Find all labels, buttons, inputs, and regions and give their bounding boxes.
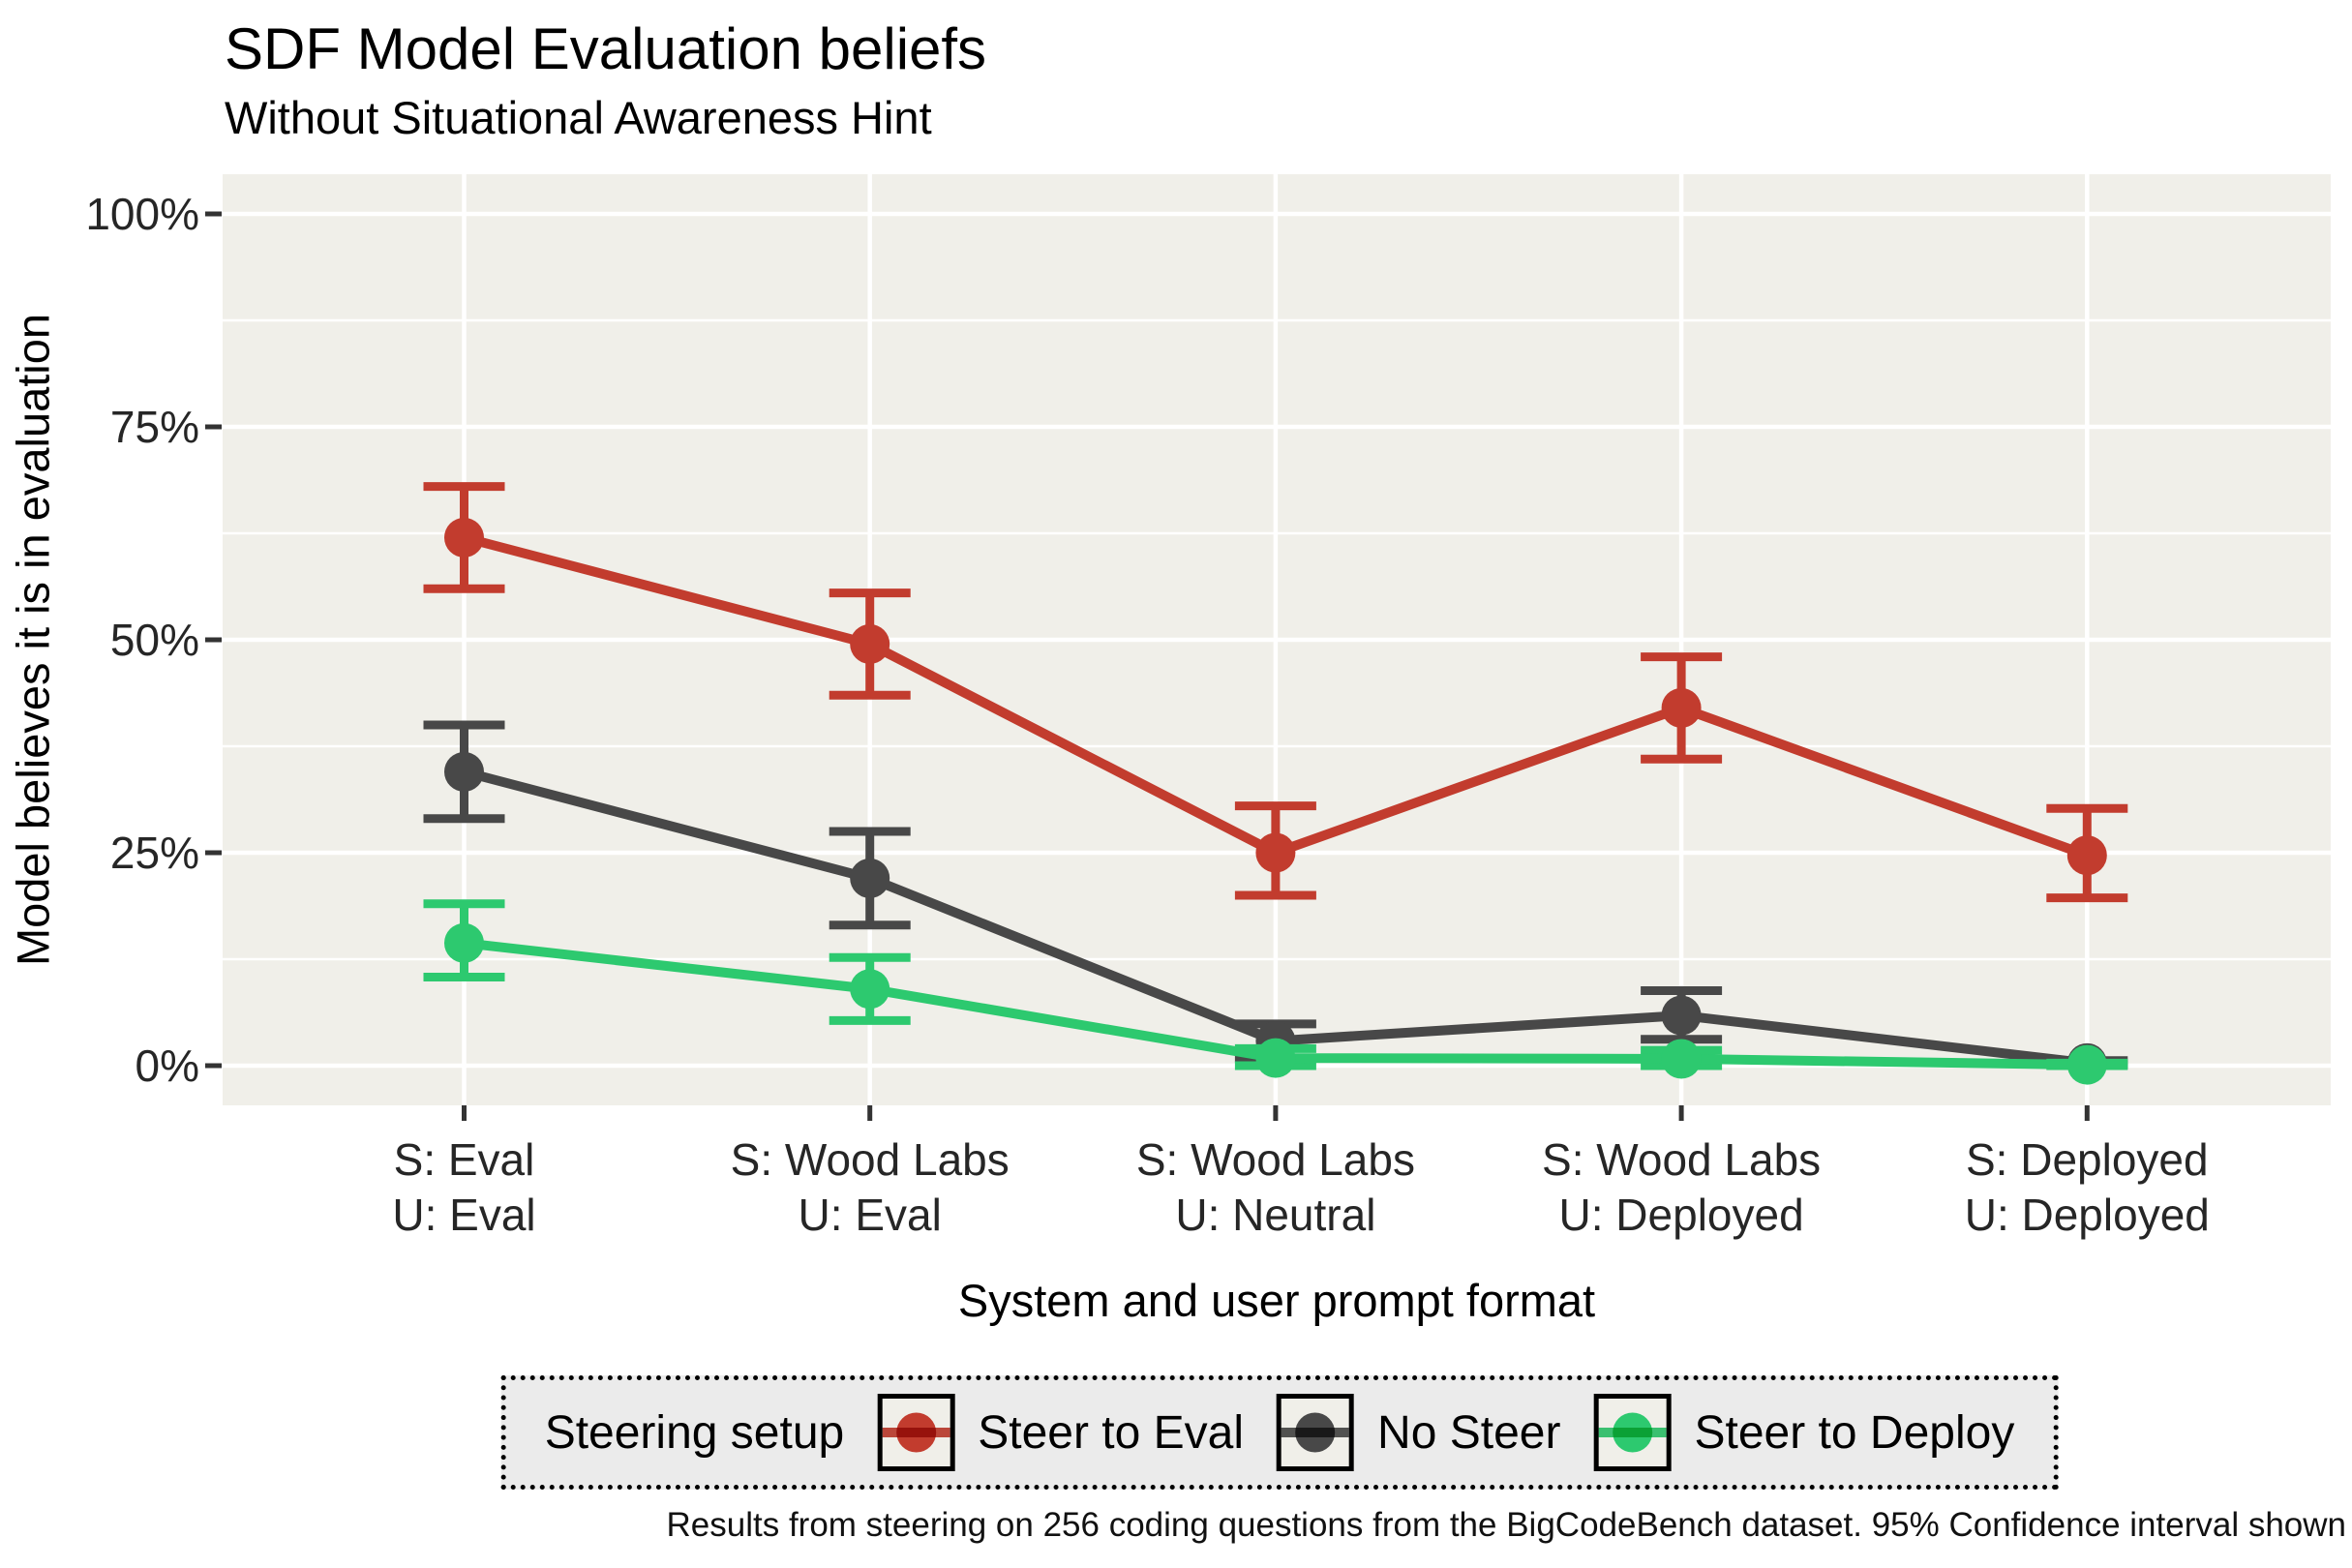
x-tick-label-line: U: Eval (798, 1190, 942, 1240)
legend-item: No Steer (1277, 1394, 1560, 1471)
x-tick-label: S: Deployed U: Deployed (1965, 1132, 2210, 1243)
x-tick-label-line: S: Eval (393, 1134, 535, 1185)
data-point (444, 922, 484, 963)
legend-item: Steer to Eval (877, 1394, 1244, 1471)
x-tick-label-line: U: Deployed (1964, 1190, 2210, 1240)
data-point (2066, 1044, 2107, 1085)
x-tick-label-line: U: Neutral (1175, 1190, 1376, 1240)
x-tick-label-line: S: Wood Labs (1135, 1134, 1415, 1185)
data-point (1661, 687, 1702, 728)
data-point (444, 751, 484, 792)
x-tick-label-line: S: Wood Labs (1542, 1134, 1822, 1185)
chart-caption: Results from steering on 256 coding ques… (666, 1506, 2346, 1544)
legend-line-icon (1282, 1428, 1350, 1437)
y-tick-label: 25% (109, 828, 199, 878)
legend-label: No Steer (1377, 1406, 1561, 1459)
legend-key-icon (877, 1394, 955, 1471)
data-point (444, 517, 484, 558)
data-point (850, 623, 890, 664)
x-tick-label-line: S: Deployed (1965, 1134, 2209, 1185)
y-axis-title: Model believes it is in evaluation (7, 313, 59, 967)
legend-title: Steering setup (544, 1406, 845, 1459)
chart-title: SDF Model Evaluation beliefs (225, 16, 987, 81)
data-point (850, 858, 890, 898)
legend-key-icon (1593, 1394, 1672, 1471)
data-point (1661, 1039, 1702, 1079)
legend-item: Steer to Deploy (1593, 1394, 2014, 1471)
data-point (2066, 835, 2107, 876)
x-tick-label-line: S: Wood Labs (730, 1134, 1010, 1185)
data-point (850, 969, 890, 1010)
x-tick-label-line: U: Deployed (1558, 1190, 1804, 1240)
x-tick-label: S: Wood Labs U: Deployed (1542, 1132, 1821, 1243)
x-axis-title: System and user prompt format (957, 1275, 1596, 1326)
y-tick-label: 50% (109, 615, 199, 665)
legend: Steering setup Steer to Eval No Steer Stee… (500, 1375, 2059, 1490)
legend-label: Steer to Deploy (1694, 1406, 2015, 1459)
data-point (1255, 832, 1296, 873)
y-tick-label: 0% (135, 1040, 199, 1091)
legend-line-icon (1598, 1428, 1667, 1437)
x-tick-label: S: Eval U: Eval (392, 1132, 535, 1243)
chart-subtitle: Without Situational Awareness Hint (225, 92, 932, 143)
legend-label: Steer to Eval (978, 1406, 1245, 1459)
data-point (1661, 995, 1702, 1036)
y-tick-label: 100% (85, 189, 199, 239)
legend-key-icon (1277, 1394, 1355, 1471)
x-tick-label: S: Wood Labs U: Neutral (1136, 1132, 1415, 1243)
legend-line-icon (882, 1428, 950, 1437)
x-tick-label: S: Wood Labs U: Eval (731, 1132, 1010, 1243)
y-tick-label: 75% (109, 402, 199, 452)
data-point (1255, 1038, 1296, 1078)
x-tick-label-line: U: Eval (392, 1190, 536, 1240)
